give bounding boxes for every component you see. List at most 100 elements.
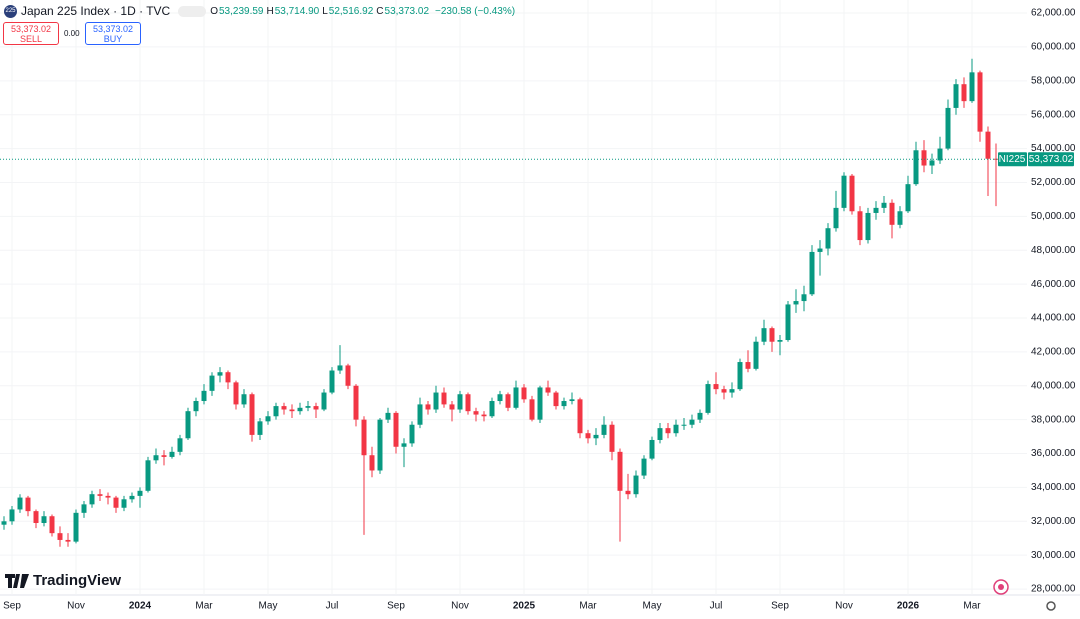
candle-body xyxy=(873,207,879,213)
candle-body xyxy=(385,412,391,420)
y-tick-label: 30,000.00 xyxy=(1031,550,1076,561)
candle-body xyxy=(457,394,463,410)
toggle[interactable] xyxy=(178,5,207,17)
y-tick-label: 46,000.00 xyxy=(1031,279,1076,290)
candle-body xyxy=(713,384,719,390)
candle-body xyxy=(129,495,135,500)
sell-price: 53,373.02 xyxy=(10,24,52,34)
x-tick-label: Jul xyxy=(710,601,723,612)
price-tag-label: 53,373.02 xyxy=(1029,154,1074,165)
ohlc: O 53,239.59 H 53,714.90 L 52,516.92 C 53,373.02 xyxy=(210,6,431,17)
x-tick-label: Mar xyxy=(963,601,981,612)
candle-body xyxy=(593,434,599,439)
logo[interactable]: TradingView xyxy=(5,572,121,589)
candle-body xyxy=(441,392,447,405)
candle-body xyxy=(49,516,55,534)
candle-body xyxy=(297,407,303,412)
candle-body xyxy=(145,460,151,491)
candle-body xyxy=(825,228,831,249)
candle-body xyxy=(9,509,15,522)
candle-body xyxy=(561,401,567,407)
candle-body xyxy=(521,387,527,400)
candle-body xyxy=(961,84,967,102)
logo-mark xyxy=(5,573,29,588)
sell-button[interactable]: 53,373.02 SELL xyxy=(3,22,59,45)
symbol-icon: 225 xyxy=(4,4,17,18)
candle-body xyxy=(921,150,927,166)
y-tick-label: 44,000.00 xyxy=(1031,313,1076,324)
candle-body xyxy=(625,490,631,495)
candle-body xyxy=(777,340,783,342)
candle-body xyxy=(849,175,855,212)
candle-body xyxy=(841,175,847,208)
candle-body xyxy=(409,424,415,444)
candle-body xyxy=(225,372,231,383)
ohlc-value: 52,516.92 xyxy=(328,5,374,17)
y-tick-label: 34,000.00 xyxy=(1031,482,1076,493)
candle-body xyxy=(473,411,479,415)
x-tick-label: Mar xyxy=(579,601,597,612)
candle-body xyxy=(689,419,695,425)
x-tick-label: Jul xyxy=(326,601,339,612)
x-tick-label: Sep xyxy=(771,601,789,612)
candle-body xyxy=(489,401,495,417)
candle-body xyxy=(985,131,991,159)
x-tick-label: Nov xyxy=(451,601,469,612)
candle-body xyxy=(97,494,103,496)
candle-body xyxy=(705,384,711,413)
candle-body xyxy=(481,414,487,417)
spread: 0.00 xyxy=(64,29,80,38)
sell-label: SELL xyxy=(19,34,43,44)
candle-body xyxy=(929,160,935,166)
ohlc-key: H xyxy=(266,5,274,17)
candle-body xyxy=(833,207,839,229)
price-tag xyxy=(1028,152,1074,167)
candle-body xyxy=(401,443,407,447)
candle-body xyxy=(281,406,287,410)
ohlc-key: L xyxy=(322,5,328,17)
candle-body xyxy=(617,451,623,491)
symbol-tag xyxy=(998,152,1027,167)
candle-body xyxy=(249,394,255,435)
candle-body xyxy=(553,392,559,407)
y-tick-label: 56,000.00 xyxy=(1031,109,1076,120)
candle-body xyxy=(377,419,383,471)
candle-body xyxy=(545,387,551,393)
candle-body xyxy=(345,365,351,386)
candle-body xyxy=(817,248,823,252)
candle-body xyxy=(649,439,655,459)
symbol[interactable]: Japan 225 Index · 1D · TVC xyxy=(21,4,171,18)
y-tick-label: 50,000.00 xyxy=(1031,211,1076,222)
candle-body xyxy=(393,412,399,447)
candle-body xyxy=(497,394,503,402)
candle-body xyxy=(721,389,727,393)
candle-body xyxy=(313,406,319,410)
candle-body xyxy=(25,497,31,512)
candle-body xyxy=(305,406,311,408)
settings-icon xyxy=(1046,601,1056,611)
x-tick-label: Sep xyxy=(387,601,405,612)
ohlc-value: 53,373.02 xyxy=(384,5,430,17)
candle-body xyxy=(801,294,807,302)
candle-body xyxy=(897,211,903,225)
buy-button[interactable]: 53,373.02 BUY xyxy=(85,22,141,45)
candle-body xyxy=(737,362,743,390)
candle-body xyxy=(585,433,591,439)
candle-body xyxy=(193,401,199,412)
y-tick-label: 60,000.00 xyxy=(1031,42,1076,53)
candle-body xyxy=(969,72,975,102)
candle-body xyxy=(945,107,951,149)
x-tick-label: May xyxy=(643,601,662,612)
candle-body xyxy=(881,202,887,208)
x-tick-label: 2025 xyxy=(513,601,536,612)
candle-body xyxy=(161,455,167,457)
candle-body xyxy=(913,150,919,185)
x-tick-label: Nov xyxy=(835,601,853,612)
candle-body xyxy=(105,495,111,498)
candle-body xyxy=(809,251,815,295)
x-tick-label: Nov xyxy=(67,601,85,612)
y-tick-label: 36,000.00 xyxy=(1031,448,1076,459)
candle-body xyxy=(569,399,575,402)
candle-body xyxy=(241,394,247,405)
candle-body xyxy=(753,341,759,369)
